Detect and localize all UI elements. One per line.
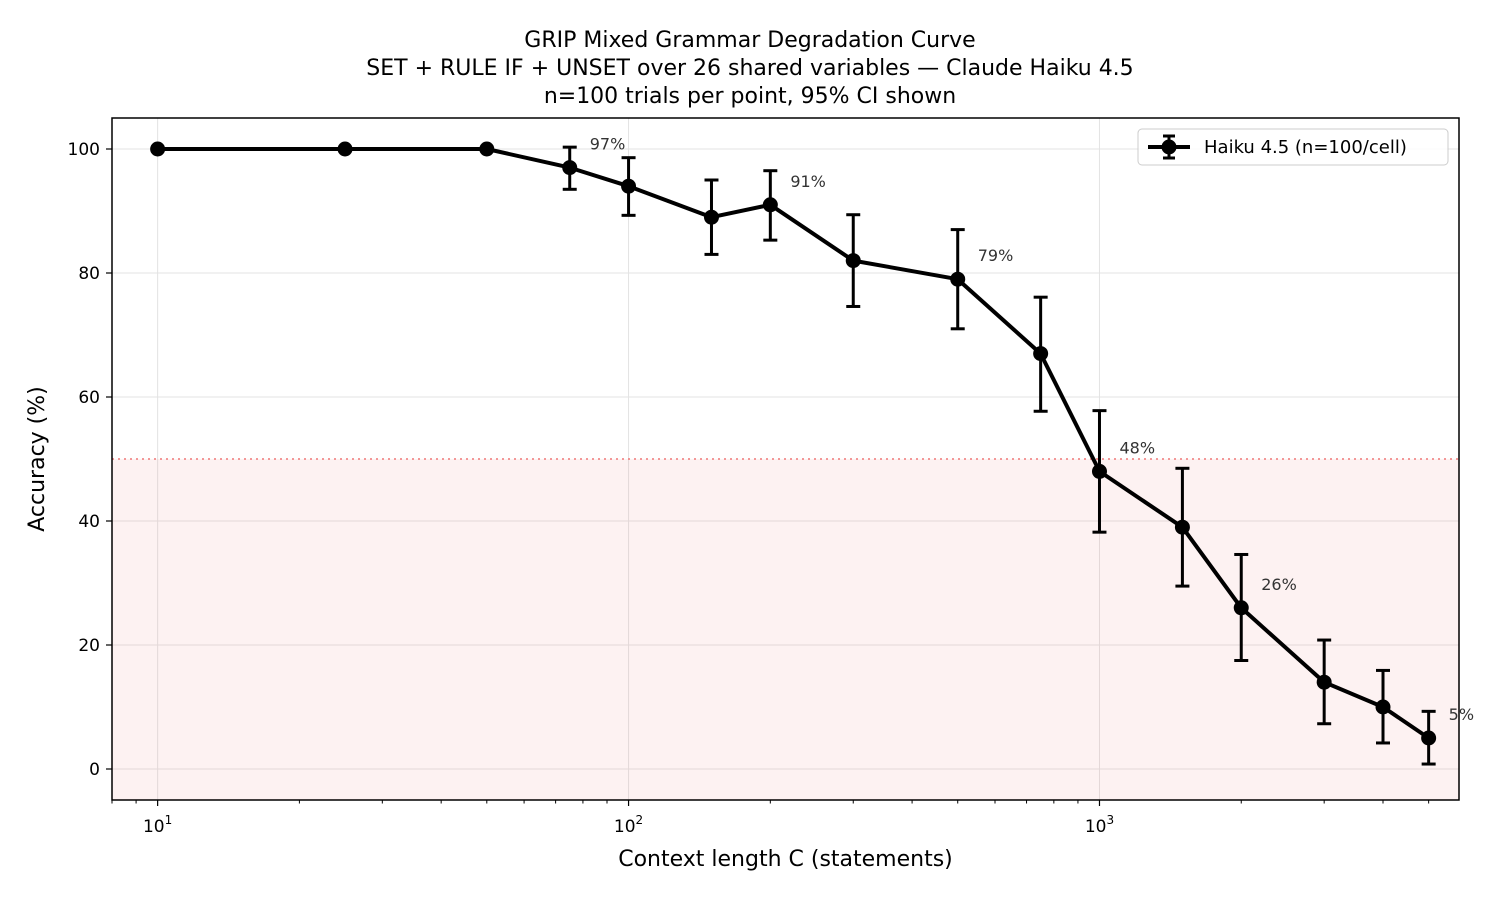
legend-box [1137, 128, 1449, 166]
chart-subtitle-2: n=100 trials per point, 95% CI shown [543, 84, 957, 109]
data-point [562, 160, 578, 176]
y-axis-label: Accuracy (%) [25, 386, 50, 532]
y-tick-label: 20 [78, 636, 100, 656]
data-point [703, 209, 719, 225]
data-label: 97% [590, 135, 626, 154]
x-tick-label: 103 [1085, 813, 1114, 837]
data-point [1233, 600, 1249, 616]
y-tick-label: 60 [78, 388, 100, 408]
data-label: 48% [1119, 438, 1155, 457]
data-point [1316, 674, 1332, 690]
y-tick-label: 100 [68, 140, 100, 160]
data-label: 79% [978, 246, 1014, 265]
y-tick-label: 40 [78, 512, 100, 532]
below-threshold-shade [112, 459, 1459, 800]
legend-label: Haiku 4.5 (n=100/cell) [1204, 137, 1407, 158]
data-point [950, 271, 966, 287]
x-tick-label: 101 [143, 813, 172, 837]
chart-title: GRIP Mixed Grammar Degradation Curve [524, 28, 976, 53]
data-point [337, 141, 353, 157]
data-point [1421, 730, 1437, 746]
data-point [1091, 463, 1107, 479]
legend-marker [1161, 139, 1177, 155]
x-tick-label: 102 [614, 813, 643, 837]
data-point [845, 253, 861, 269]
data-point [150, 141, 166, 157]
data-label: 5% [1449, 705, 1474, 724]
y-tick-label: 80 [78, 264, 100, 284]
plot-frame [111, 117, 1460, 801]
data-point [1033, 346, 1049, 362]
y-tick-label: 0 [89, 760, 100, 780]
data-label: 26% [1261, 575, 1297, 594]
data-label: 91% [790, 172, 826, 191]
data-point [1375, 699, 1391, 715]
data-point [762, 197, 778, 213]
data-point [1174, 519, 1190, 535]
series-line [157, 147, 1430, 740]
chart-subtitle: SET + RULE IF + UNSET over 26 shared var… [366, 56, 1134, 81]
x-axis-label: Context length C (statements) [618, 847, 953, 872]
data-point [479, 141, 495, 157]
data-point [621, 178, 637, 194]
